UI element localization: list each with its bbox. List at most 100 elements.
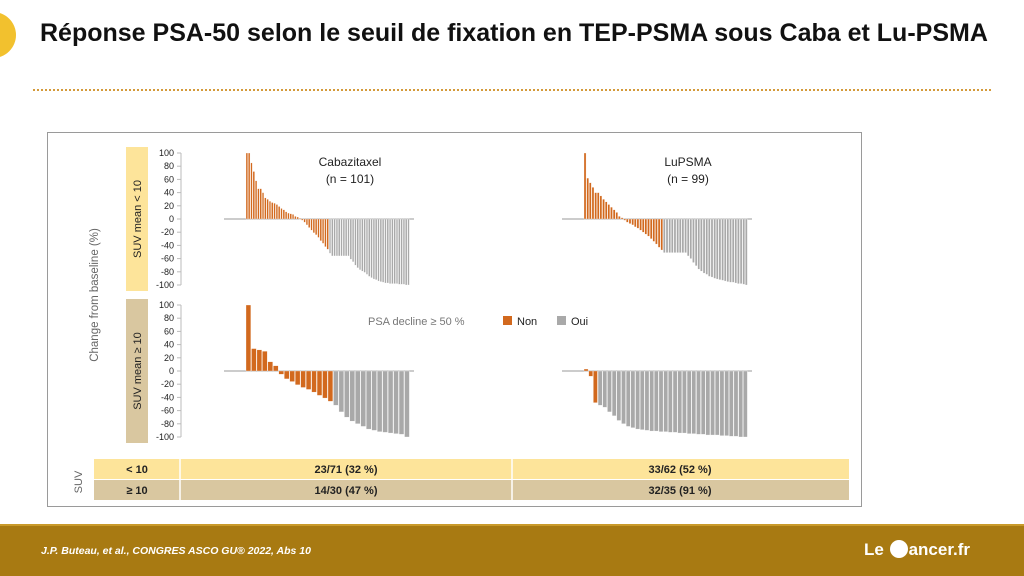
waterfall-bar bbox=[335, 218, 338, 257]
waterfall-bar bbox=[607, 204, 611, 220]
waterfall-bar bbox=[322, 370, 328, 399]
waterfall-bar bbox=[252, 171, 255, 220]
panel-subtitle: (n = 101) bbox=[326, 172, 374, 186]
waterfall-bar bbox=[255, 180, 258, 220]
legend-swatch bbox=[557, 316, 566, 325]
waterfall-bar bbox=[677, 370, 682, 434]
waterfall-bar bbox=[631, 218, 634, 226]
y-tick-label: -80 bbox=[161, 267, 174, 277]
waterfall-bar bbox=[308, 218, 311, 228]
waterfall-bar bbox=[649, 218, 653, 239]
waterfall-bar bbox=[639, 218, 642, 231]
waterfall-bar bbox=[635, 370, 640, 430]
waterfall-bar bbox=[296, 216, 299, 220]
table-cell-lupsma: 33/62 (52 %) bbox=[649, 464, 712, 476]
waterfall-bar bbox=[642, 218, 645, 233]
waterfall-bar bbox=[245, 152, 248, 220]
footer-band bbox=[0, 526, 1024, 576]
waterfall-bar bbox=[287, 212, 290, 220]
waterfall-bar bbox=[715, 370, 720, 436]
legend-entry-oui: Oui bbox=[557, 316, 588, 328]
waterfall-bar bbox=[298, 218, 301, 220]
waterfall-bar bbox=[743, 370, 748, 438]
waterfall-bar bbox=[687, 218, 690, 257]
waterfall-bar bbox=[315, 218, 318, 235]
waterfall-bar bbox=[259, 188, 262, 220]
waterfall-bar bbox=[734, 218, 737, 284]
y-tick-label: 60 bbox=[164, 174, 174, 184]
waterfall-bar bbox=[404, 370, 410, 438]
waterfall-bar bbox=[591, 187, 595, 220]
y-tick-label: -40 bbox=[161, 392, 174, 402]
waterfall-bar bbox=[589, 182, 592, 220]
y-tick-label: -40 bbox=[161, 240, 174, 250]
waterfall-bar bbox=[694, 218, 698, 267]
footer-highlight bbox=[0, 524, 1024, 527]
waterfall-bar bbox=[245, 304, 252, 372]
waterfall-bar bbox=[340, 218, 343, 257]
waterfall-bar bbox=[305, 218, 308, 226]
y-tick-label: -100 bbox=[156, 432, 174, 442]
waterfall-bar bbox=[361, 218, 364, 272]
waterfall-bar bbox=[692, 218, 695, 263]
waterfall-bar bbox=[268, 201, 271, 220]
waterfall-bar bbox=[612, 209, 616, 220]
waterfall-panel-0: Cabazitaxel (n = 101) bbox=[224, 152, 414, 286]
waterfall-bar bbox=[393, 370, 399, 434]
row-label-box bbox=[126, 147, 148, 291]
waterfall-bar bbox=[391, 218, 394, 284]
waterfall-bar bbox=[597, 192, 600, 220]
legend-label: Oui bbox=[571, 316, 588, 328]
waterfall-bar bbox=[365, 218, 368, 275]
lecancer-logo[interactable]: Le ancer.fr bbox=[864, 540, 970, 560]
waterfall-bar bbox=[649, 370, 654, 432]
waterfall-bar bbox=[311, 370, 317, 393]
waterfall-bar bbox=[292, 214, 295, 220]
waterfall-panel-1: LuPSMA (n = 99) bbox=[562, 152, 752, 286]
waterfall-bar bbox=[729, 370, 734, 437]
waterfall-chart: Change from baseline (%) SUV mean < 10 100… bbox=[73, 147, 849, 500]
waterfall-bar bbox=[316, 370, 323, 396]
waterfall-bar bbox=[652, 218, 655, 242]
waterfall-bar bbox=[676, 218, 679, 253]
waterfall-bar bbox=[338, 218, 341, 257]
waterfall-bar bbox=[324, 218, 327, 247]
panel-title: LuPSMA bbox=[664, 155, 711, 169]
waterfall-bar bbox=[615, 212, 618, 220]
waterfall-bar bbox=[349, 218, 352, 260]
waterfall-bar bbox=[636, 218, 640, 229]
waterfall-bar bbox=[681, 218, 685, 253]
waterfall-bar bbox=[312, 218, 315, 234]
waterfall-bar bbox=[586, 177, 589, 220]
waterfall-bar bbox=[280, 208, 283, 220]
waterfall-bar bbox=[248, 152, 251, 220]
legend-title: PSA decline ≥ 50 % bbox=[368, 316, 465, 328]
waterfall-bar bbox=[654, 370, 659, 432]
waterfall-bar bbox=[724, 218, 727, 282]
waterfall-bar bbox=[359, 218, 362, 270]
waterfall-bar bbox=[331, 218, 334, 257]
y-tick-label: 80 bbox=[164, 161, 174, 171]
waterfall-bar bbox=[262, 192, 265, 220]
waterfall-bar bbox=[644, 370, 650, 431]
waterfall-bar bbox=[303, 218, 306, 223]
slide-title: Réponse PSA-50 selon le seuil de fixatio… bbox=[40, 19, 988, 47]
waterfall-bar bbox=[738, 370, 743, 438]
title-divider bbox=[33, 89, 991, 91]
waterfall-bar bbox=[742, 218, 745, 285]
waterfall-bar bbox=[379, 218, 382, 282]
waterfall-bar bbox=[322, 218, 325, 244]
chart-panel: Change from baseline (%) SUV mean < 10 100… bbox=[47, 132, 862, 507]
panel-subtitle: (n = 99) bbox=[667, 172, 709, 186]
waterfall-bar bbox=[602, 370, 607, 408]
waterfall-bar bbox=[716, 218, 719, 280]
waterfall-bar bbox=[726, 218, 730, 282]
waterfall-bar bbox=[356, 218, 359, 268]
waterfall-bar bbox=[363, 218, 366, 273]
summary-table: SUV < 10 23/71 (32 %) 33/62 (52 %) ≥ 10 14/30… bbox=[73, 459, 849, 500]
waterfall-bar bbox=[628, 218, 632, 224]
waterfall-bar bbox=[319, 218, 322, 241]
y-tick-label: -80 bbox=[161, 419, 174, 429]
table-row-bg bbox=[94, 480, 849, 500]
panel-title: Cabazitaxel bbox=[319, 155, 382, 169]
